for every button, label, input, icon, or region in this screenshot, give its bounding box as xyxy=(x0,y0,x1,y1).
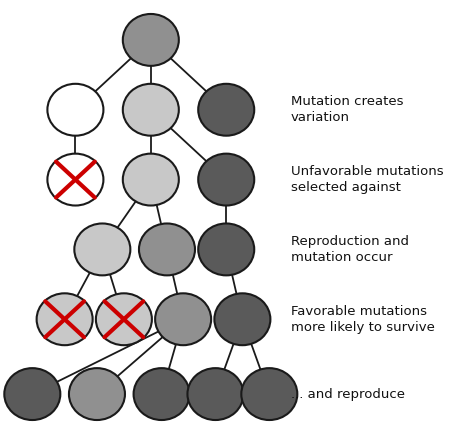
Text: Favorable mutations
more likely to survive: Favorable mutations more likely to survi… xyxy=(291,305,435,334)
Circle shape xyxy=(123,14,179,66)
Text: ... and reproduce: ... and reproduce xyxy=(291,387,405,401)
Circle shape xyxy=(47,154,103,205)
Text: Unfavorable mutations
selected against: Unfavorable mutations selected against xyxy=(291,165,444,194)
Circle shape xyxy=(187,368,244,420)
Circle shape xyxy=(36,293,92,345)
Circle shape xyxy=(214,293,270,345)
Circle shape xyxy=(123,154,179,205)
Circle shape xyxy=(198,224,254,275)
Circle shape xyxy=(96,293,152,345)
Circle shape xyxy=(139,224,195,275)
Circle shape xyxy=(155,293,211,345)
Circle shape xyxy=(123,84,179,136)
Text: Mutation creates
variation: Mutation creates variation xyxy=(291,95,403,124)
Circle shape xyxy=(198,84,254,136)
Circle shape xyxy=(47,84,103,136)
Circle shape xyxy=(4,368,60,420)
Text: Reproduction and
mutation occur: Reproduction and mutation occur xyxy=(291,235,409,264)
Circle shape xyxy=(241,368,297,420)
Circle shape xyxy=(74,224,130,275)
Circle shape xyxy=(134,368,190,420)
Circle shape xyxy=(198,154,254,205)
Circle shape xyxy=(69,368,125,420)
